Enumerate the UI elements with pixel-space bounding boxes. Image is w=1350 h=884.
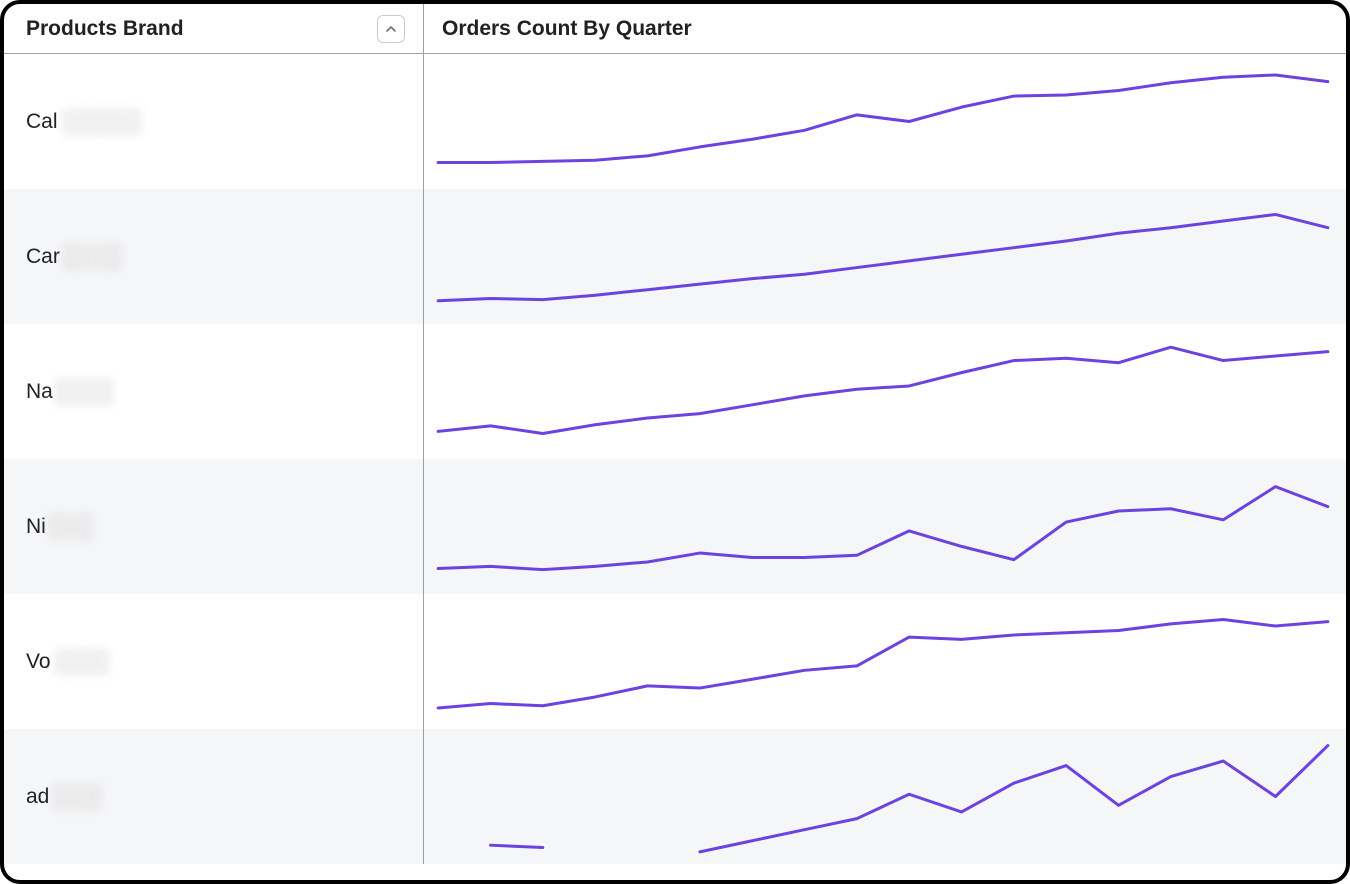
- table-row: Cal: [4, 54, 1346, 189]
- sparkline-chart: [432, 195, 1334, 318]
- sparkline-path: [438, 619, 1328, 708]
- row-label-cell: Ni: [4, 459, 424, 594]
- sparkline-cell: [424, 459, 1346, 594]
- header-cell-brand: Products Brand: [4, 4, 424, 53]
- row-label-cell: Vo: [4, 594, 424, 729]
- sparkline-path: [438, 347, 1328, 433]
- sparkline-cell: [424, 324, 1346, 459]
- header-cell-orders: Orders Count By Quarter: [424, 4, 1346, 53]
- row-label-cell: Cal: [4, 54, 424, 189]
- report-frame: Products Brand Orders Count By Quarter C…: [0, 0, 1350, 884]
- sparkline-chart: [432, 60, 1334, 183]
- table-body: Cal Car Na Ni Vo ad: [4, 54, 1346, 864]
- sparkline-path: [438, 487, 1328, 570]
- sparkline-chart: [432, 600, 1334, 723]
- redaction-blur: [54, 648, 110, 676]
- sparkline-chart: [432, 735, 1334, 858]
- row-label-cell: Car: [4, 189, 424, 324]
- brand-label: Car: [26, 245, 60, 269]
- sparkline-cell: [424, 729, 1346, 864]
- header-title-brand: Products Brand: [26, 17, 184, 41]
- sparkline-path: [438, 75, 1328, 163]
- table-header: Products Brand Orders Count By Quarter: [4, 4, 1346, 54]
- table-row: Na: [4, 324, 1346, 459]
- brand-label: ad: [26, 785, 49, 809]
- brand-label: Cal: [26, 110, 58, 134]
- table-row: Ni: [4, 459, 1346, 594]
- brand-label: Vo: [26, 650, 51, 674]
- redaction-blur: [54, 378, 114, 406]
- sparkline-chart: [432, 330, 1334, 453]
- header-title-orders: Orders Count By Quarter: [442, 17, 692, 41]
- row-label-cell: Na: [4, 324, 424, 459]
- sparkline-cell: [424, 189, 1346, 324]
- sparkline-path: [491, 746, 1328, 852]
- sparkline-chart: [432, 465, 1334, 588]
- sparkline-cell: [424, 594, 1346, 729]
- table-row: ad: [4, 729, 1346, 864]
- row-label-cell: ad: [4, 729, 424, 864]
- redaction-blur: [62, 108, 142, 136]
- table-row: Car: [4, 189, 1346, 324]
- sort-asc-button[interactable]: [377, 15, 405, 43]
- table-row: Vo: [4, 594, 1346, 729]
- sparkline-cell: [424, 54, 1346, 189]
- sparkline-path: [438, 214, 1328, 300]
- brand-label: Na: [26, 380, 53, 404]
- chevron-up-icon: [385, 23, 397, 35]
- redaction-blur: [52, 783, 102, 811]
- brand-label: Ni: [26, 515, 46, 539]
- redaction-blur: [48, 513, 93, 541]
- redaction-blur: [62, 243, 122, 271]
